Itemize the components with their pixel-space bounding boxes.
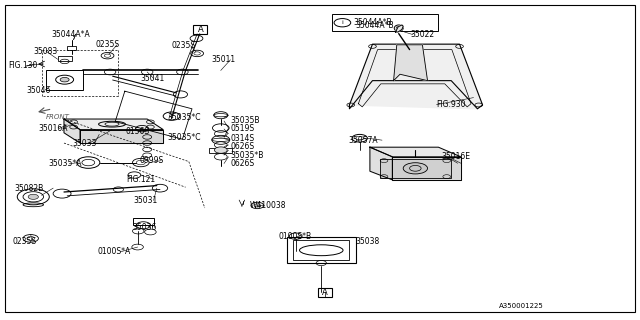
Text: 35031: 35031 bbox=[133, 196, 157, 205]
Polygon shape bbox=[349, 44, 483, 109]
Bar bbox=[209, 148, 232, 153]
Text: 0235S: 0235S bbox=[172, 41, 196, 50]
Text: 35038: 35038 bbox=[356, 237, 380, 246]
Text: 35016E: 35016E bbox=[442, 152, 470, 161]
Polygon shape bbox=[370, 147, 461, 157]
Circle shape bbox=[194, 52, 200, 55]
Text: 35016A: 35016A bbox=[38, 124, 68, 133]
Text: 0235S: 0235S bbox=[96, 40, 120, 49]
Text: 35083: 35083 bbox=[33, 47, 58, 56]
Text: 35044A*A: 35044A*A bbox=[51, 30, 90, 39]
Text: 35022: 35022 bbox=[411, 30, 435, 39]
Text: 35057A: 35057A bbox=[349, 136, 378, 145]
Text: W410038: W410038 bbox=[250, 201, 286, 210]
Text: 35046: 35046 bbox=[27, 86, 51, 95]
Text: 0235S: 0235S bbox=[13, 237, 37, 246]
Text: 35035*B: 35035*B bbox=[230, 151, 264, 160]
Circle shape bbox=[214, 147, 227, 153]
Polygon shape bbox=[394, 45, 428, 81]
Bar bbox=[193, 25, 207, 34]
Text: 0156S: 0156S bbox=[125, 127, 150, 136]
Circle shape bbox=[28, 194, 38, 199]
Polygon shape bbox=[64, 119, 163, 130]
Bar bbox=[133, 218, 154, 225]
Text: 35044A*B: 35044A*B bbox=[355, 21, 394, 30]
Bar bbox=[58, 56, 72, 61]
Text: 35011: 35011 bbox=[211, 55, 236, 64]
Polygon shape bbox=[370, 147, 392, 180]
Text: FRONT: FRONT bbox=[46, 114, 70, 120]
Text: 35082B: 35082B bbox=[14, 184, 44, 193]
Text: 35035*C: 35035*C bbox=[168, 113, 201, 122]
Bar bbox=[404, 50, 415, 58]
Text: FIG.930: FIG.930 bbox=[436, 100, 466, 109]
Text: 35036: 35036 bbox=[132, 223, 157, 232]
Ellipse shape bbox=[403, 163, 428, 174]
Bar bbox=[46, 70, 83, 90]
Bar bbox=[332, 14, 438, 31]
Text: FIG.121: FIG.121 bbox=[127, 175, 156, 184]
Text: 35044A*B: 35044A*B bbox=[353, 18, 392, 27]
Text: 1: 1 bbox=[170, 114, 173, 119]
Polygon shape bbox=[64, 119, 80, 143]
Text: 35035*C: 35035*C bbox=[168, 133, 201, 142]
Text: 35041: 35041 bbox=[141, 74, 165, 83]
Polygon shape bbox=[396, 25, 403, 32]
Text: 0519S: 0519S bbox=[230, 124, 255, 133]
Text: 0626S: 0626S bbox=[230, 159, 255, 168]
Text: i: i bbox=[342, 20, 343, 25]
Polygon shape bbox=[80, 130, 163, 143]
Text: A350001225: A350001225 bbox=[499, 303, 544, 308]
Text: A: A bbox=[323, 288, 328, 297]
Text: 0100S*B: 0100S*B bbox=[278, 232, 312, 241]
Text: 0999S: 0999S bbox=[140, 156, 164, 165]
Polygon shape bbox=[392, 157, 461, 180]
Text: FIG.130: FIG.130 bbox=[8, 61, 38, 70]
Text: 0626S: 0626S bbox=[230, 142, 255, 151]
Bar bbox=[67, 46, 76, 50]
Circle shape bbox=[104, 54, 111, 57]
Text: 35035B: 35035B bbox=[230, 116, 260, 125]
Bar bbox=[287, 237, 356, 263]
Text: 0100S*A: 0100S*A bbox=[98, 247, 131, 256]
Text: 35033: 35033 bbox=[72, 139, 97, 148]
Bar bbox=[318, 288, 332, 297]
Text: A: A bbox=[198, 25, 203, 34]
Circle shape bbox=[60, 77, 69, 82]
Text: 0314S: 0314S bbox=[230, 134, 255, 143]
Bar bbox=[380, 159, 451, 178]
Bar bbox=[293, 240, 349, 260]
Text: 35035*A: 35035*A bbox=[48, 159, 81, 168]
